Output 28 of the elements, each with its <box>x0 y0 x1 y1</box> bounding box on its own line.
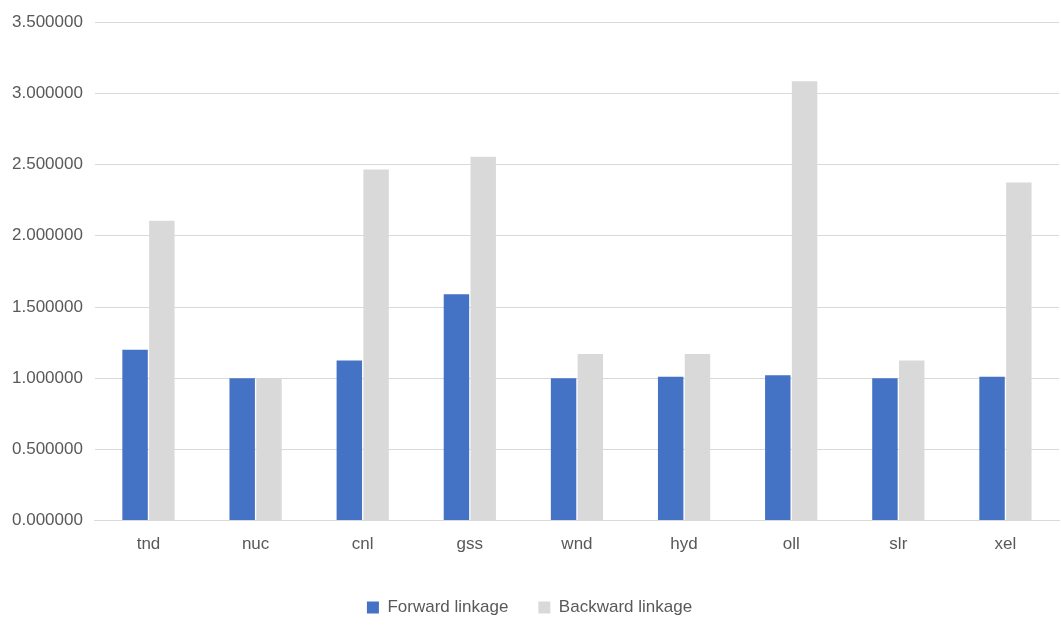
y-tick-label: 3.500000 <box>12 11 83 31</box>
x-tick-label: cnl <box>351 534 374 554</box>
y-tick-label: 3.000000 <box>12 83 83 103</box>
y-tick-label: 1.000000 <box>12 367 83 387</box>
x-tick-label: oll <box>782 534 800 554</box>
bar <box>765 375 791 521</box>
x-tick-label: xel <box>994 534 1017 554</box>
y-tick-label: 2.000000 <box>12 225 83 245</box>
x-tick-label: hyd <box>670 534 698 554</box>
x-tick-label: slr <box>889 534 908 554</box>
x-tick-label: gss <box>456 534 484 554</box>
bar <box>872 378 898 521</box>
bar <box>979 376 1005 521</box>
y-tick-label: 2.500000 <box>12 154 83 174</box>
y-tick-label: 1.500000 <box>12 296 83 316</box>
bar <box>550 378 577 521</box>
bar <box>657 376 684 521</box>
x-tick-label: tnd <box>136 534 161 554</box>
y-tick-label: 0.000000 <box>12 510 83 530</box>
legend-label: Forward linkage <box>387 597 509 617</box>
bar <box>122 349 148 521</box>
x-tick-label: nuc <box>241 534 270 554</box>
bar <box>336 360 363 521</box>
y-tick-label: 0.500000 <box>12 439 83 459</box>
x-tick-label: wnd <box>560 534 593 554</box>
bar <box>229 378 255 521</box>
bar <box>443 294 470 521</box>
legend-label: Backward linkage <box>558 597 693 617</box>
